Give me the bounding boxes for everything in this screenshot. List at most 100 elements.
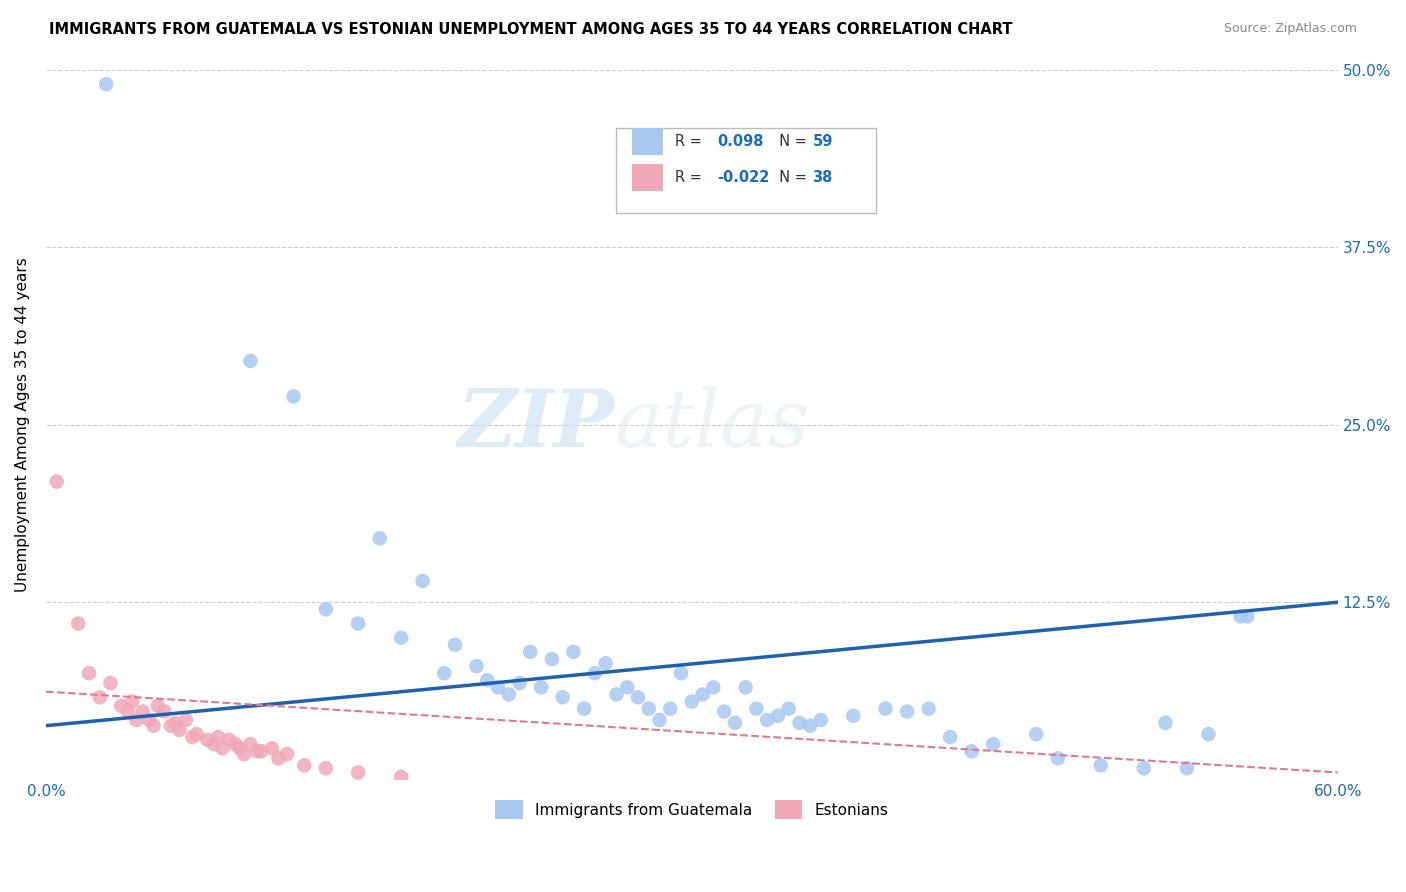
Point (562, 645, 585, 659)
Point (96, 77, 118, 91)
Point (233, 747, 256, 761)
Point (789, 715, 811, 730)
Point (637, 701, 659, 715)
Text: N =: N = (770, 134, 811, 149)
Point (197, 732, 219, 747)
Point (153, 705, 176, 719)
Text: R =: R = (675, 169, 706, 185)
Point (276, 747, 298, 761)
Text: -0.022: -0.022 (717, 169, 769, 185)
Point (724, 715, 747, 730)
Point (1133, 761, 1156, 775)
Point (207, 730, 229, 744)
Point (605, 688, 627, 702)
Point (627, 690, 650, 705)
Point (713, 705, 735, 719)
Point (315, 602, 337, 616)
Text: N =: N = (770, 169, 811, 185)
Point (211, 741, 233, 756)
Point (519, 645, 541, 659)
Text: 38: 38 (813, 169, 832, 185)
Point (692, 688, 714, 702)
Point (267, 751, 290, 765)
Point (368, 532, 391, 546)
Point (1198, 727, 1220, 741)
Point (315, 761, 337, 775)
Point (1090, 758, 1112, 772)
Point (186, 727, 208, 741)
Point (165, 715, 187, 730)
Point (246, 744, 269, 758)
Point (734, 681, 756, 695)
Point (1175, 761, 1198, 775)
Point (77, 666, 100, 681)
Point (1046, 751, 1069, 765)
Text: atlas: atlas (614, 386, 810, 464)
Point (433, 666, 456, 681)
Point (702, 681, 724, 695)
Point (1229, 609, 1251, 624)
Text: R =: R = (675, 134, 706, 149)
Point (389, 770, 412, 784)
Point (551, 690, 574, 705)
Point (799, 719, 821, 733)
Legend: Immigrants from Guatemala, Estonians: Immigrants from Guatemala, Estonians (489, 794, 894, 825)
Point (389, 631, 412, 645)
Point (125, 713, 148, 727)
Text: 59: 59 (813, 134, 832, 149)
Point (224, 737, 246, 751)
Point (465, 659, 488, 673)
Point (347, 616, 370, 631)
Point (1154, 715, 1177, 730)
Point (132, 705, 155, 719)
Point (939, 730, 962, 744)
Point (292, 758, 315, 772)
Point (146, 698, 169, 713)
Point (117, 705, 139, 719)
Point (896, 705, 918, 719)
Text: IMMIGRANTS FROM GUATEMALA VS ESTONIAN UNEMPLOYMENT AMONG AGES 35 TO 44 YEARS COR: IMMIGRANTS FROM GUATEMALA VS ESTONIAN UN… (49, 22, 1012, 37)
Point (100, 676, 122, 690)
Point (572, 701, 595, 715)
Point (174, 713, 197, 727)
Point (648, 713, 671, 727)
Point (498, 688, 520, 702)
Point (616, 681, 638, 695)
Point (218, 732, 240, 747)
Point (875, 701, 897, 715)
Point (89, 690, 111, 705)
Point (67, 616, 90, 631)
Point (917, 701, 939, 715)
Point (766, 708, 789, 723)
Point (810, 713, 832, 727)
Point (138, 713, 160, 727)
Point (745, 701, 768, 715)
Point (202, 737, 225, 751)
Text: ZIP: ZIP (457, 386, 614, 464)
Text: Source: ZipAtlas.com: Source: ZipAtlas.com (1223, 22, 1357, 36)
Point (142, 719, 165, 733)
Point (412, 574, 434, 588)
Point (1236, 609, 1258, 624)
Y-axis label: Unemployment Among Ages 35 to 44 years: Unemployment Among Ages 35 to 44 years (15, 258, 30, 592)
Point (260, 741, 283, 756)
Point (530, 681, 553, 695)
Point (45, 475, 67, 489)
Point (169, 723, 191, 737)
Point (283, 389, 305, 403)
Point (960, 744, 983, 758)
Point (669, 666, 692, 681)
Point (583, 666, 606, 681)
Point (981, 737, 1004, 751)
Point (595, 657, 617, 671)
Point (160, 719, 183, 733)
Point (659, 701, 682, 715)
Point (541, 652, 564, 666)
Point (228, 741, 250, 756)
Point (681, 694, 703, 708)
Point (121, 694, 143, 708)
Point (509, 676, 531, 690)
Point (110, 698, 132, 713)
Point (239, 354, 262, 368)
Text: 0.098: 0.098 (717, 134, 763, 149)
